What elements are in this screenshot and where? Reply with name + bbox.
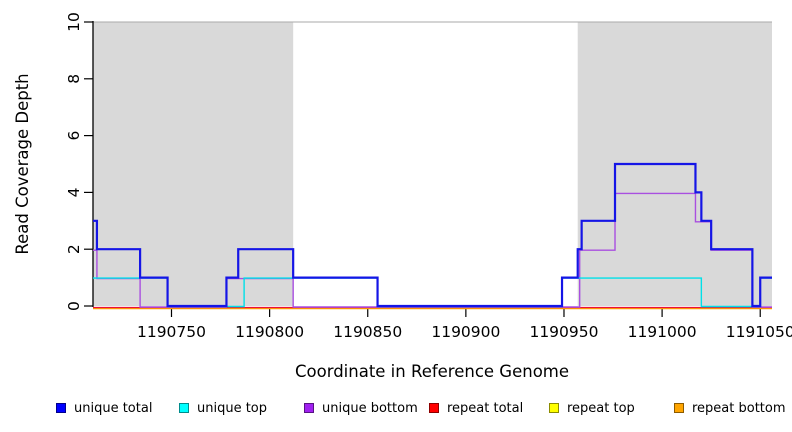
- legend-label: repeat bottom: [692, 400, 786, 416]
- y-tick-label: 2: [65, 244, 83, 254]
- y-tick-label: 8: [65, 74, 83, 84]
- x-tick-label: 1190800: [235, 323, 304, 341]
- repeat-region-shading: [93, 22, 294, 306]
- x-tick-label: 1190950: [529, 323, 598, 341]
- legend-item-unique-bottom: unique bottom: [304, 399, 418, 417]
- legend-item-repeat-top: repeat top: [549, 399, 635, 417]
- legend-swatch-icon: [56, 403, 66, 413]
- y-tick-label: 6: [65, 131, 83, 141]
- legend-swatch-icon: [429, 403, 439, 413]
- y-tick-label: 0: [65, 301, 83, 311]
- legend-label: unique total: [74, 400, 153, 416]
- legend-label: unique bottom: [322, 400, 418, 416]
- legend-label: repeat total: [447, 400, 524, 416]
- y-tick-label: 10: [65, 12, 83, 32]
- x-tick-label: 1190900: [431, 323, 500, 341]
- x-tick-label: 1191050: [726, 323, 792, 341]
- y-tick-label: 4: [65, 187, 83, 197]
- legend-swatch-icon: [179, 403, 189, 413]
- legend-item-unique-total: unique total: [56, 399, 152, 417]
- legend-item-repeat-bottom: repeat bottom: [674, 399, 786, 417]
- x-tick-label: 1190750: [137, 323, 206, 341]
- x-tick-label: 1191000: [628, 323, 697, 341]
- series-line-unique-total: [93, 162, 772, 308]
- series-layer: [93, 162, 772, 310]
- y-axis-title: Read Coverage Depth: [13, 73, 32, 254]
- legend-label: unique top: [197, 400, 268, 416]
- legend-swatch-icon: [674, 403, 684, 413]
- legend-label: repeat top: [567, 400, 635, 416]
- legend-item-repeat-total: repeat total: [429, 399, 523, 417]
- legend-swatch-icon: [549, 403, 559, 413]
- coverage-plot: 0 2 4 6 8 10 1190750 1190800 1190850 1190900 11909…: [13, 12, 792, 381]
- legend-item-unique-top: unique top: [179, 399, 267, 417]
- chart-legend: unique total unique top unique bottom repea…: [0, 399, 792, 421]
- legend-swatch-icon: [304, 403, 314, 413]
- x-tick-label: 1190850: [333, 323, 402, 341]
- x-axis-title: Coordinate in Reference Genome: [295, 362, 569, 381]
